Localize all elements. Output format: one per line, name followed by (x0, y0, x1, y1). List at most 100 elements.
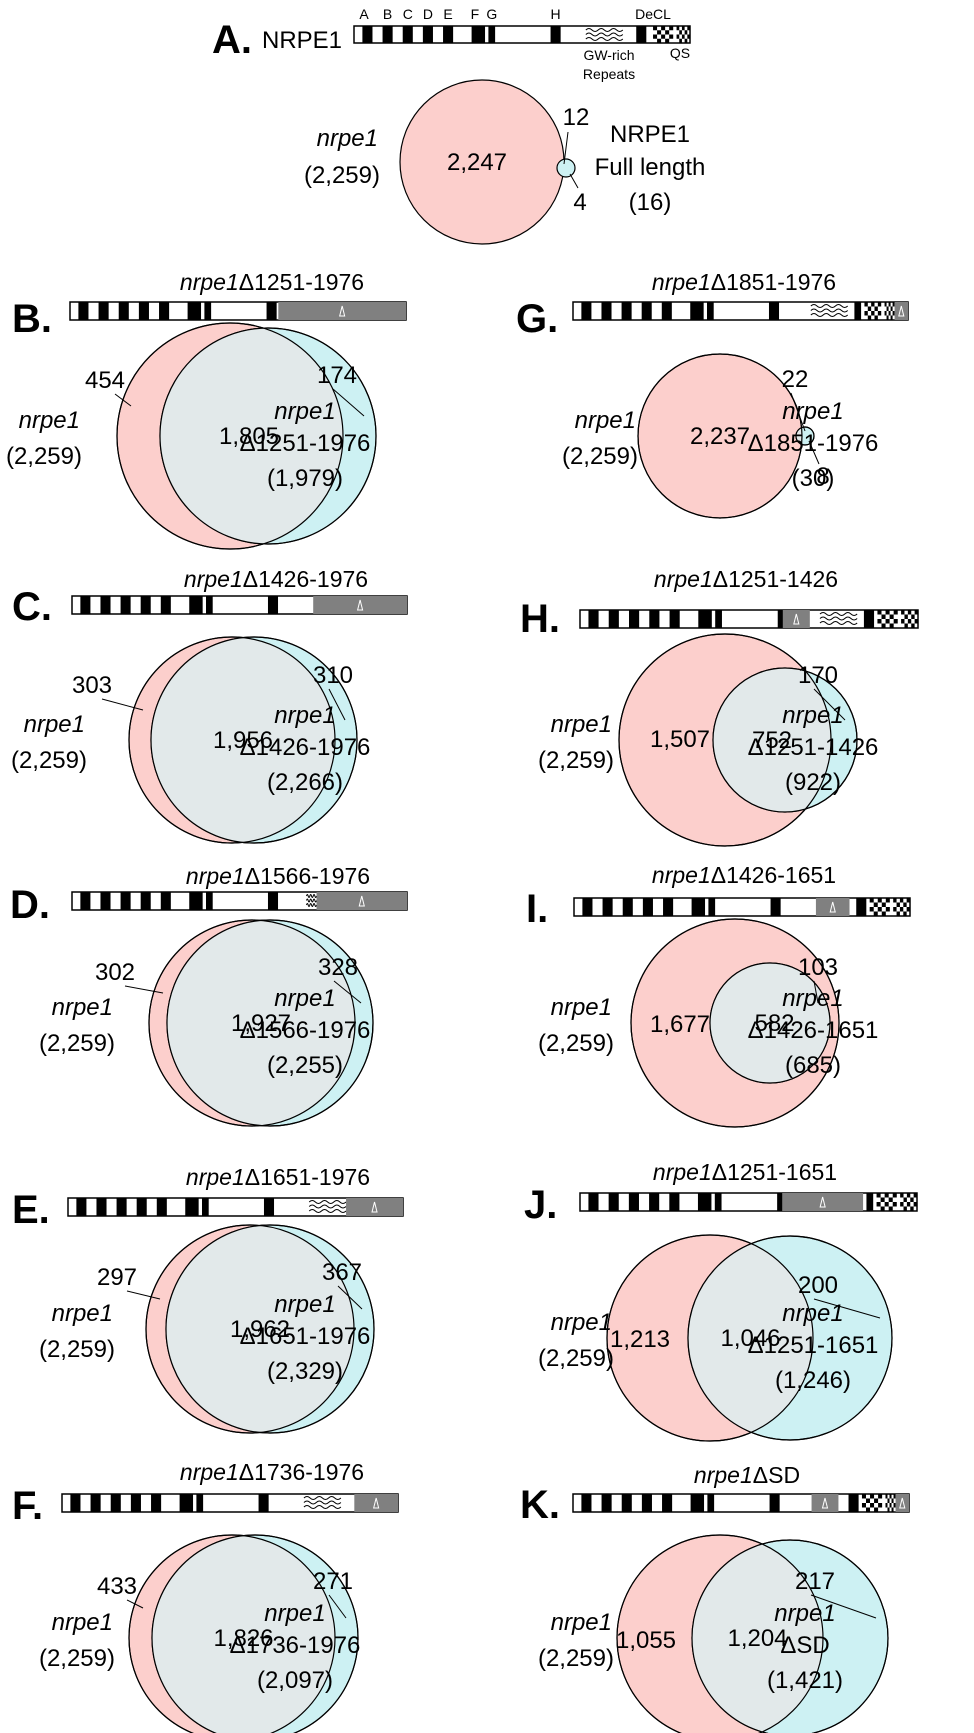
construct-bar-qs-pattern (877, 610, 898, 628)
overlap-count: 1,805 (219, 423, 279, 450)
right-set-name: NRPE1 (610, 121, 690, 148)
construct-bar-deletion-mark (899, 1497, 906, 1509)
construct-bar-deletion-mark (898, 305, 905, 317)
right-set-deletion: Δ1566-1976 (240, 1017, 371, 1044)
panel-letter: H. (520, 597, 560, 641)
overlap-count: 1,046 (720, 1325, 780, 1352)
right-set-count: (1,246) (775, 1367, 851, 1394)
left-set-name: nrpe1 (52, 1609, 113, 1636)
construct-bar-domain-block (90, 1494, 101, 1512)
construct-bar-domain-block (601, 1494, 612, 1512)
construct-bar-qs-pattern (900, 1193, 917, 1211)
construct-bar-deleted-region (354, 1494, 398, 1512)
construct-title-gene: nrpe1 (186, 863, 245, 889)
construct-bar-qs-pattern (864, 302, 882, 320)
construct-bar-domain-block (160, 596, 171, 614)
panel-letter: K. (520, 1483, 560, 1527)
right-set-deletion: Δ1251-1651 (748, 1332, 879, 1359)
construct-bar-domain-block (70, 1494, 81, 1512)
overlap-count: 582 (754, 1010, 794, 1037)
only-a-count: 303 (72, 672, 112, 699)
right-set-deletion: Δ1426-1651 (748, 1017, 879, 1044)
construct-bar-domain-block (151, 1494, 162, 1512)
right-set-count: (1,421) (767, 1667, 843, 1694)
right-set-count: (2,255) (267, 1052, 343, 1079)
domain-label-h: H (551, 6, 561, 22)
construct-title: nrpe1ΔSD (694, 1462, 800, 1488)
venn-overlap (152, 1535, 335, 1733)
construct-bar-domain-block (714, 1193, 722, 1211)
venn-overlap (160, 328, 343, 544)
construct-bar-domain-block (649, 1193, 660, 1211)
construct-bar-deleted-region (895, 1494, 909, 1512)
construct-title: nrpe1Δ1736-1976 (180, 1459, 364, 1485)
left-set-name: nrpe1 (551, 994, 612, 1021)
construct-bar-domain-block (698, 610, 712, 628)
panel-a-bar-domain-block (488, 26, 496, 43)
panel-j: J.nrpe1Δ1251-1651nrpe1(2,259)nrpe1Δ1251-… (524, 1159, 918, 1442)
construct-bar-domain-block (204, 302, 212, 320)
construct-bar-domain-block (707, 1494, 715, 1512)
panel-g: G.nrpe1Δ1851-1976nrpe1(2,259)nrpe1Δ1851-… (516, 269, 909, 519)
construct-title-gene: nrpe1 (653, 1159, 712, 1185)
domain-label-decl: DeCL (635, 6, 671, 22)
construct-bar-domain-block (159, 302, 170, 320)
construct-bar-domain-block (602, 898, 613, 916)
panel-a-letter: A. (212, 18, 252, 62)
domain-label-b: B (383, 6, 392, 22)
construct-bar-qs-pattern (893, 898, 910, 916)
only-b-count: 103 (798, 954, 838, 981)
venn-overlap (796, 427, 802, 445)
panel-letter: D. (10, 883, 50, 927)
construct-bar-deletion-mark (356, 599, 364, 611)
construct-bar-domain-block (110, 1494, 121, 1512)
right-set-name: nrpe1 (782, 1300, 843, 1327)
only-a-count: 1,055 (616, 1627, 676, 1654)
construct-bar-domain-block (267, 892, 279, 910)
panel-a-bar-domain-block (422, 26, 433, 43)
right-set-deletion: Δ1426-1976 (240, 734, 371, 761)
construct-bar-domain-block (697, 1193, 712, 1211)
construct-title: nrpe1Δ1651-1976 (186, 1164, 370, 1190)
domain-label-a: A (359, 6, 369, 22)
construct-bar-domain-block (80, 596, 91, 614)
construct-bar-qs-pattern (869, 898, 890, 916)
only-b-count: 367 (322, 1259, 362, 1286)
right-set-deletion: Δ1851-1976 (748, 430, 879, 457)
panel-k: K.nrpe1ΔSDnrpe1(2,259)nrpe1ΔSD(1,421)1,2… (520, 1462, 910, 1733)
right-set-count: (685) (785, 1052, 841, 1079)
left-set-count: (2,259) (538, 747, 614, 774)
construct-bar-gw-repeats (819, 612, 858, 625)
construct-bar-gw-repeats (306, 894, 318, 907)
only-b-count: 328 (318, 954, 358, 981)
construct-bar-domain-block (136, 1198, 147, 1216)
construct-title: nrpe1Δ1566-1976 (186, 863, 370, 889)
right-set-name: nrpe1 (274, 702, 335, 729)
construct-bar-domain-block (708, 898, 716, 916)
construct-title-gene: nrpe1 (652, 269, 711, 295)
construct-title-deletion: Δ1651-1976 (245, 1164, 370, 1190)
construct-bar-qs-pattern (876, 1193, 897, 1211)
panel-a-bar-gw-repeats (585, 28, 624, 41)
construct-bar-domain-block (156, 1198, 167, 1216)
construct-bar-domain-block (78, 302, 89, 320)
construct-title-deletion: ΔSD (753, 1462, 800, 1488)
left-set-count: (2,259) (6, 443, 82, 470)
panel-a-bar-domain-block (471, 26, 486, 43)
construct-bar-domain-block (582, 898, 593, 916)
only-b-count: 217 (795, 1568, 835, 1595)
left-set-name: nrpe1 (551, 1609, 612, 1636)
panel-a-bar-qs-pattern (653, 26, 674, 43)
right-set-name: nrpe1 (782, 398, 843, 425)
right-set-name: nrpe1 (274, 985, 335, 1012)
construct-bar-domain-block (588, 1193, 599, 1211)
left-set-count: (2,259) (538, 1345, 614, 1372)
construct-bar-domain-block (854, 302, 862, 320)
right-set-deletion: Δ1251-1976 (240, 430, 371, 457)
construct-bar-deleted-region (316, 892, 407, 910)
construct-bar-domain-block (629, 610, 640, 628)
construct-title-deletion: Δ1251-1426 (713, 566, 838, 592)
panel-e: E.nrpe1Δ1651-1976nrpe1(2,259)nrpe1Δ1651-… (12, 1164, 404, 1434)
construct-bar-domain-block (856, 898, 867, 916)
